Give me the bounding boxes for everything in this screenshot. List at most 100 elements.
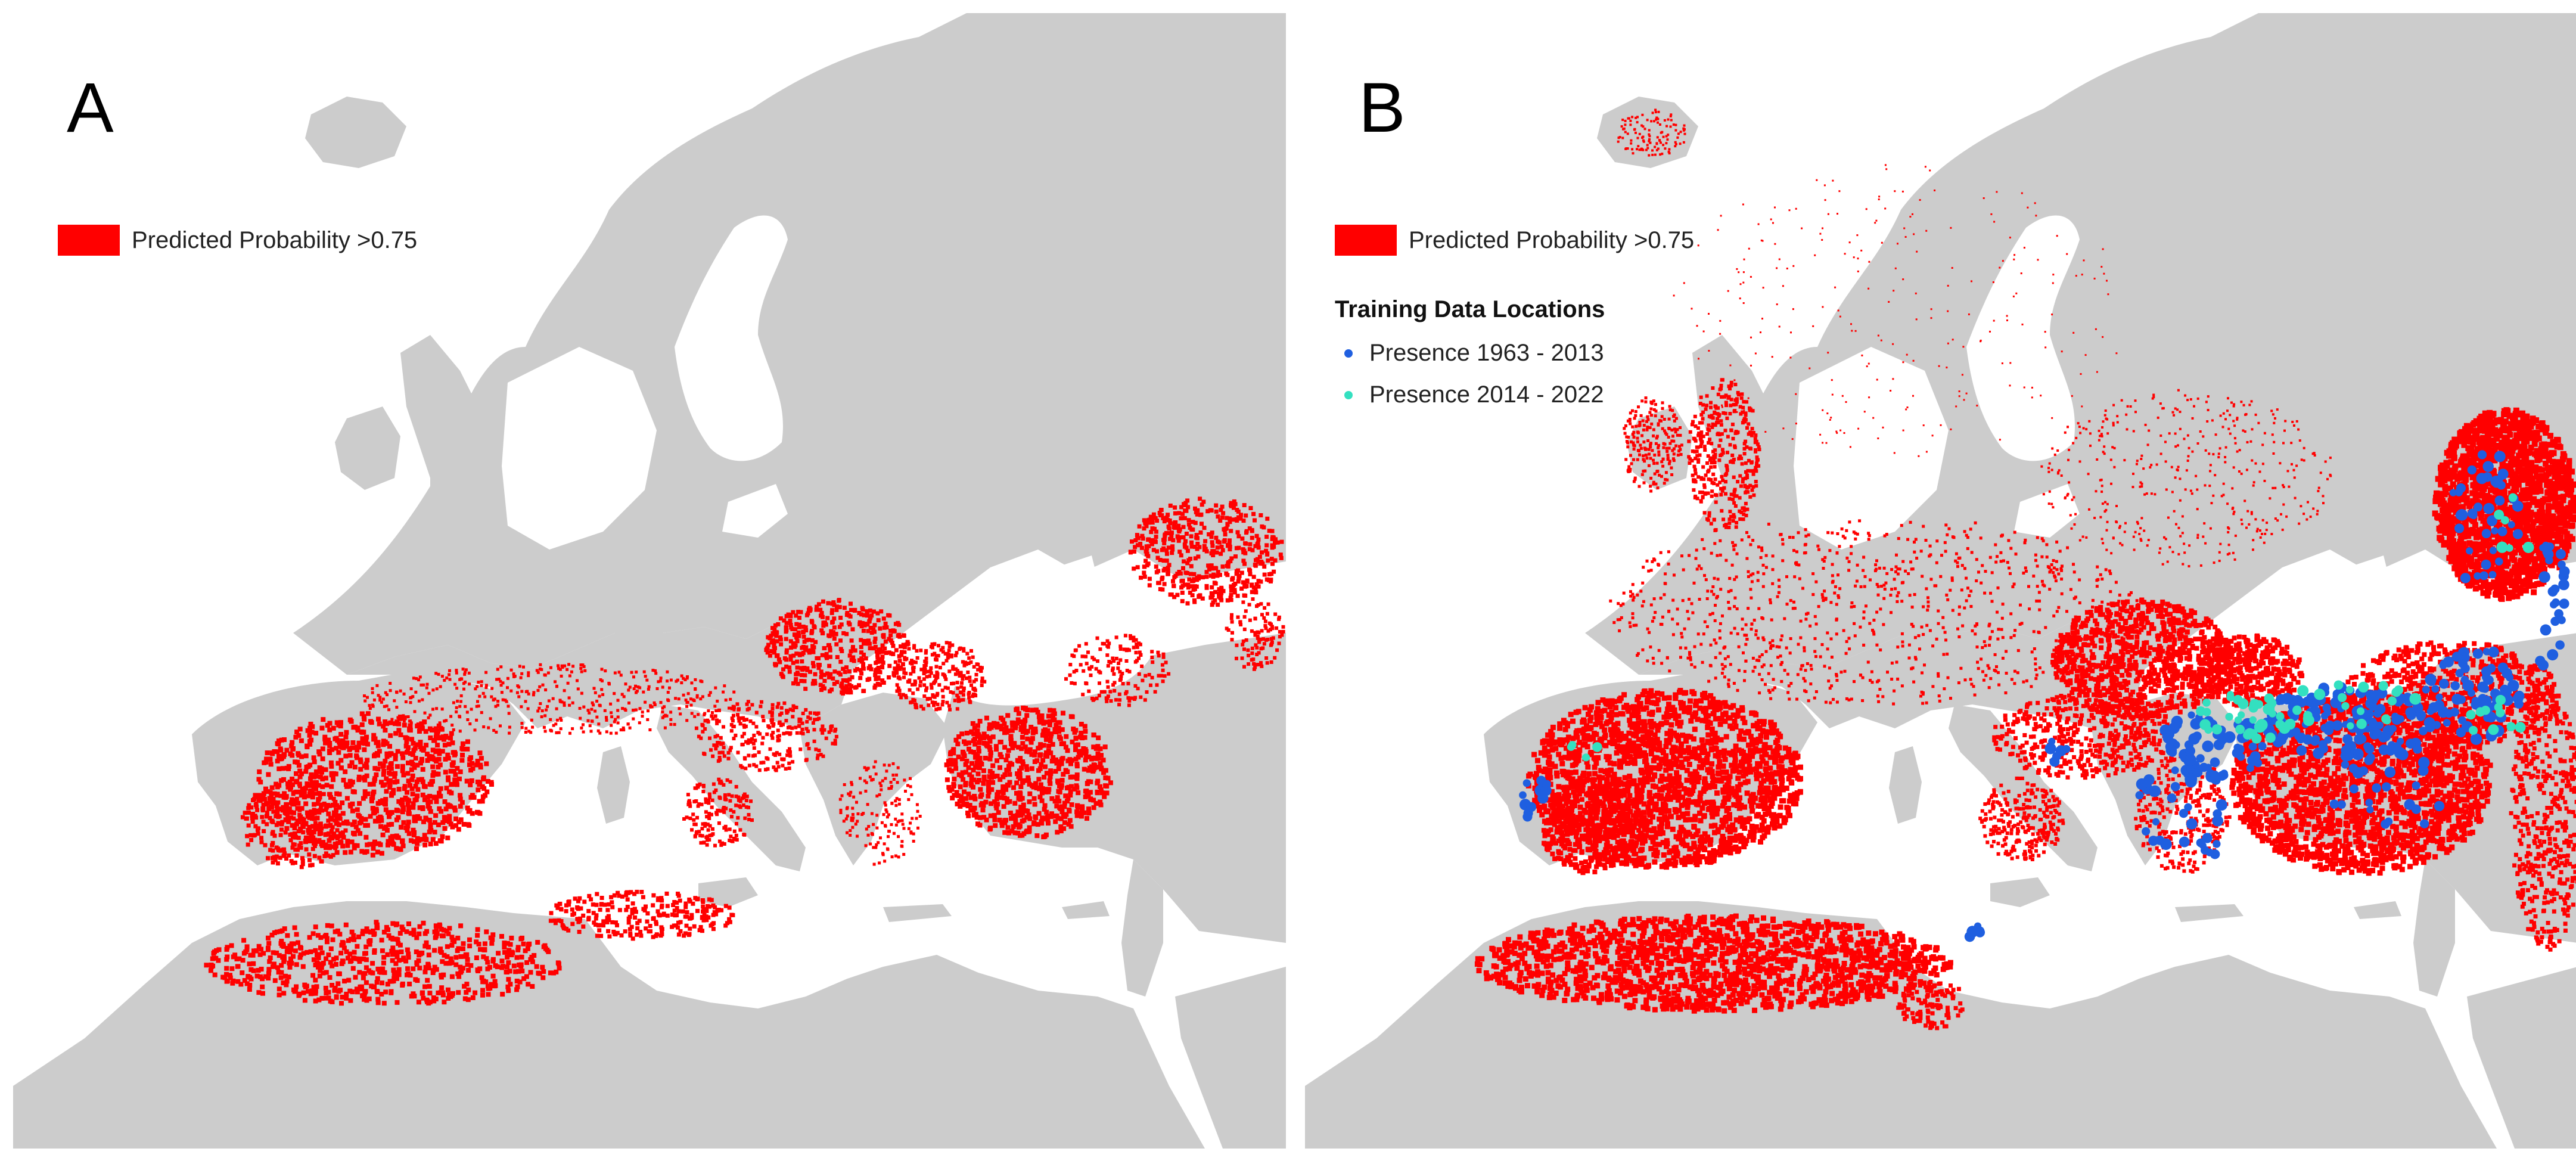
probability-cell (682, 676, 685, 680)
probability-cell (299, 738, 304, 743)
probability-cell (372, 984, 377, 989)
probability-cell (986, 782, 991, 787)
probability-cell (295, 760, 300, 765)
probability-cell (1013, 815, 1018, 821)
probability-cell (1065, 748, 1070, 753)
probability-cell (803, 673, 807, 678)
probability-cell (1261, 525, 1266, 530)
probability-cell (1220, 515, 1225, 520)
probability-cell (912, 699, 916, 703)
probability-cell (674, 923, 679, 928)
probability-cell (918, 684, 922, 688)
probability-cell (1091, 733, 1096, 738)
probability-cell (428, 799, 433, 805)
probability-cell (616, 890, 620, 895)
probability-cell (589, 897, 593, 902)
probability-cell (1163, 533, 1167, 538)
probability-cell (961, 698, 965, 702)
probability-cell (770, 736, 775, 740)
probability-cell (259, 967, 264, 972)
probability-cell (320, 808, 324, 813)
probability-cell (846, 831, 849, 834)
probability-cell (809, 648, 813, 653)
probability-cell (364, 926, 369, 932)
probability-cell (456, 827, 461, 832)
probability-cell (468, 782, 473, 787)
probability-cell (447, 789, 452, 794)
probability-cell (772, 650, 776, 655)
probability-cell (887, 830, 891, 833)
probability-cell (600, 668, 604, 671)
probability-cell (1243, 541, 1248, 546)
probability-cell (452, 805, 457, 811)
probability-cell (890, 855, 894, 859)
probability-cell (1079, 722, 1084, 727)
probability-cell (1230, 576, 1235, 581)
probability-cell (890, 640, 894, 645)
probability-cell (950, 795, 955, 800)
probability-cell (309, 830, 313, 834)
probability-cell (602, 902, 607, 907)
probability-cell (880, 654, 885, 659)
probability-cell (348, 849, 353, 855)
probability-cell (544, 688, 548, 691)
probability-cell (467, 943, 473, 949)
probability-cell (802, 666, 807, 671)
probability-cell (247, 961, 252, 967)
probability-cell (1189, 544, 1194, 549)
probability-cell (1189, 527, 1194, 532)
probability-cell (933, 642, 937, 646)
probability-cell (1079, 811, 1083, 816)
probability-cell (700, 929, 704, 933)
probability-cell (1166, 513, 1170, 517)
probability-cell (684, 923, 689, 928)
probability-cell (702, 913, 707, 917)
probability-cell (1132, 638, 1136, 643)
probability-cell (370, 961, 375, 966)
probability-cell (275, 814, 280, 819)
probability-cell (297, 781, 302, 787)
probability-cell (356, 812, 361, 818)
probability-cell (349, 958, 354, 963)
probability-cell (1054, 722, 1059, 728)
probability-cell (1210, 540, 1214, 545)
probability-cell (552, 918, 557, 923)
probability-cell (515, 947, 521, 952)
probability-cell (337, 813, 342, 818)
probability-cell (665, 714, 669, 718)
probability-cell (390, 718, 394, 721)
probability-cell (380, 980, 385, 986)
probability-cell (884, 777, 887, 780)
probability-cell (378, 842, 383, 848)
probability-cell (751, 741, 756, 746)
probability-cell (873, 637, 878, 641)
probability-cell (1020, 728, 1026, 733)
probability-cell (359, 711, 365, 716)
probability-cell (1039, 713, 1045, 718)
probability-cell (863, 779, 866, 783)
probability-cell (383, 824, 389, 830)
probability-cell (958, 803, 963, 809)
probability-cell (459, 758, 465, 763)
probability-cell (442, 815, 447, 820)
probability-cell (371, 733, 377, 738)
probability-cell (601, 919, 606, 924)
probability-cell (355, 943, 360, 949)
probability-cell (333, 929, 338, 935)
probability-cell (1236, 534, 1241, 539)
probability-cell (655, 898, 660, 902)
probability-cell (732, 836, 736, 840)
probability-cell (224, 966, 229, 971)
probability-cell (895, 797, 899, 800)
probability-cell (304, 949, 310, 955)
probability-cell (316, 997, 322, 1002)
probability-cell (1192, 600, 1197, 604)
probability-cell (695, 784, 700, 788)
probability-cell (476, 787, 481, 793)
probability-cell (663, 705, 666, 709)
probability-cell (400, 802, 405, 808)
probability-cell (740, 796, 744, 800)
probability-cell (261, 820, 266, 824)
probability-cell (704, 823, 708, 827)
probability-cell (964, 660, 968, 665)
